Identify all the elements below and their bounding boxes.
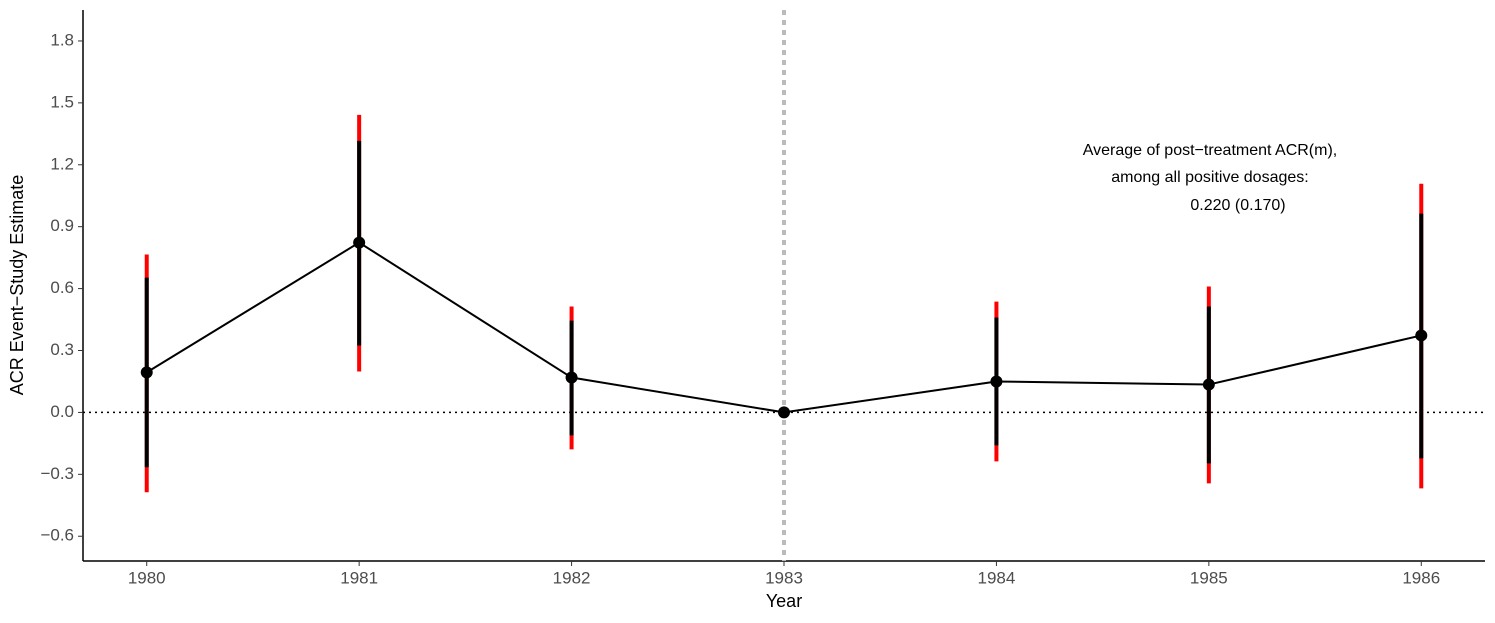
point — [353, 236, 366, 249]
annotation: 0.220 (0.170) — [1190, 197, 1285, 214]
estimate-line — [146, 241, 1422, 414]
y-tick-label: 0.3 — [50, 340, 74, 359]
point — [1415, 329, 1428, 342]
point — [140, 366, 153, 379]
x-tick-label: 1986 — [1402, 568, 1440, 587]
x-tick-label: 1984 — [978, 568, 1016, 587]
y-tick-label: 1.5 — [50, 92, 74, 111]
y-tick-label: −0.6 — [40, 526, 74, 545]
x-tick-label: 1982 — [553, 568, 591, 587]
x-tick-label: 1985 — [1190, 568, 1228, 587]
point — [990, 375, 1003, 388]
y-tick-label: 1.8 — [50, 30, 74, 49]
x-tick-label: 1980 — [128, 568, 166, 587]
annotation: Average of post−treatment ACR(m), — [1083, 142, 1337, 159]
y-tick-label: 0.9 — [50, 216, 74, 235]
point — [1202, 378, 1215, 391]
x-tick-label: 1981 — [340, 568, 378, 587]
y-tick-label: −0.3 — [40, 464, 74, 483]
x-tick-label: 1983 — [765, 568, 803, 587]
y-tick-label: 0.6 — [50, 278, 74, 297]
annotation: among all positive dosages: — [1111, 169, 1308, 186]
point — [565, 371, 578, 384]
y-tick-label: 0.0 — [50, 402, 74, 421]
y-tick-label: 1.2 — [50, 154, 74, 173]
point — [778, 406, 790, 419]
x-axis-label: Year — [766, 591, 802, 611]
y-axis-label: ACR Event−Study Estimate — [7, 175, 27, 396]
